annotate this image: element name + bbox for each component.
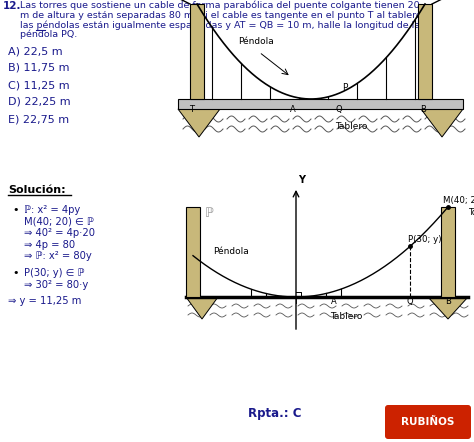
Text: m de altura y están separadas 80 m. Si el cable es tangente en el punto T al tab: m de altura y están separadas 80 m. Si e… [20, 11, 425, 19]
Text: •: • [12, 268, 18, 278]
Text: Q: Q [336, 105, 342, 114]
Text: M(40; 20) ∈ ℙ: M(40; 20) ∈ ℙ [24, 217, 94, 226]
Text: las péndolas están igualmente espaciadas y AT = QB = 10 m, halle la longitud de : las péndolas están igualmente espaciadas… [20, 20, 420, 30]
Text: Torre: Torre [469, 208, 474, 217]
FancyBboxPatch shape [385, 405, 471, 439]
Text: ⇒ y = 11,25 m: ⇒ y = 11,25 m [8, 296, 82, 305]
Text: Tablero: Tablero [330, 312, 362, 321]
Text: ⇒ 4p = 80: ⇒ 4p = 80 [24, 240, 75, 249]
Polygon shape [178, 99, 463, 109]
Polygon shape [441, 207, 455, 297]
Text: P(30; y): P(30; y) [408, 236, 441, 244]
Text: Tablero: Tablero [335, 122, 367, 131]
Text: C) 11,25 m: C) 11,25 m [8, 80, 70, 90]
Text: A) 22,5 m: A) 22,5 m [8, 46, 63, 56]
Polygon shape [421, 109, 463, 137]
Text: T: T [293, 297, 299, 306]
Text: Las torres que sostiene un cable de forma parabólica del puente colgante tienen : Las torres que sostiene un cable de form… [20, 1, 419, 11]
Text: ⇒ ℙ: x² = 80y: ⇒ ℙ: x² = 80y [24, 251, 92, 261]
Text: ℙ: ℙ [205, 207, 214, 220]
Text: Solución:: Solución: [8, 185, 65, 195]
Polygon shape [418, 4, 432, 99]
Text: ⇒ 30² = 80·y: ⇒ 30² = 80·y [24, 280, 88, 290]
Text: Torre: Torre [440, 0, 462, 1]
Text: B) 11,75 m: B) 11,75 m [8, 63, 70, 73]
Polygon shape [178, 109, 220, 137]
Polygon shape [428, 297, 468, 319]
Text: P: P [342, 83, 347, 92]
Text: B: B [445, 297, 451, 306]
Text: B: B [420, 105, 426, 114]
Text: Péndola: Péndola [238, 37, 274, 46]
Text: ℙ: x² = 4py: ℙ: x² = 4py [24, 205, 80, 215]
Text: T: T [190, 105, 194, 114]
Text: •: • [12, 205, 18, 215]
Text: P(30; y) ∈ ℙ: P(30; y) ∈ ℙ [24, 268, 84, 278]
Text: D) 22,25 m: D) 22,25 m [8, 97, 71, 107]
Text: A: A [331, 297, 337, 306]
Text: ⇒ 40² = 4p·20: ⇒ 40² = 4p·20 [24, 228, 95, 238]
Text: Péndola: Péndola [213, 248, 249, 256]
Text: Q: Q [407, 297, 413, 306]
Text: RUBIÑOS: RUBIÑOS [401, 417, 455, 427]
Text: péndola PQ.: péndola PQ. [20, 30, 77, 39]
Text: 12.: 12. [3, 1, 21, 11]
Polygon shape [186, 207, 200, 297]
Text: A: A [290, 105, 296, 114]
Text: Rpta.: C: Rpta.: C [248, 407, 301, 420]
Polygon shape [190, 4, 204, 99]
Text: E) 22,75 m: E) 22,75 m [8, 114, 69, 124]
Polygon shape [186, 297, 218, 319]
Text: Y: Y [298, 175, 305, 185]
Text: M(40; 20): M(40; 20) [443, 196, 474, 205]
